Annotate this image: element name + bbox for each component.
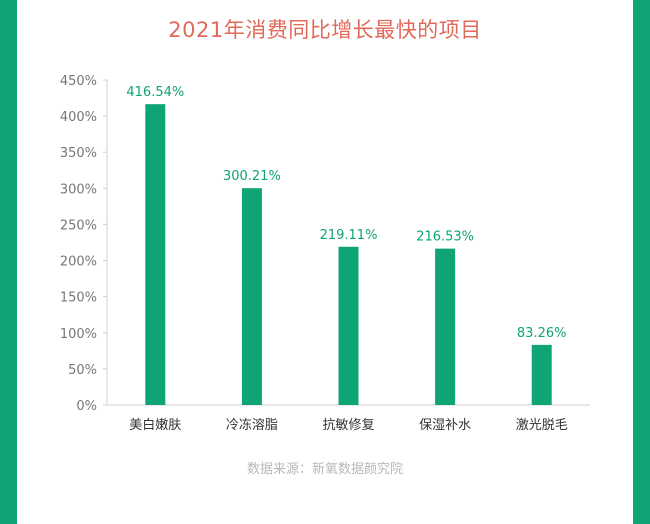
y-tick-label: 100%: [60, 327, 97, 342]
data-source-note: 数据来源：新氧数据颜究院: [246, 462, 403, 477]
bar-4: [435, 248, 456, 405]
x-category-label-1: 美白嫩肤: [129, 417, 181, 433]
bar-1: [145, 104, 166, 405]
bars-group: [145, 104, 552, 405]
data-label-1: 416.54%: [126, 85, 184, 100]
data-label-4: 216.53%: [416, 230, 474, 245]
y-tick-label: 200%: [60, 255, 97, 270]
y-tick-label: 300%: [60, 182, 97, 197]
y-tick-label: 0%: [76, 399, 97, 414]
bar-5: [531, 344, 552, 405]
x-axis-labels: 美白嫩肤 冷冻溶脂 抗敏修复 保湿补水 激光脱毛: [129, 417, 567, 433]
x-category-label-2: 冷冻溶脂: [226, 417, 278, 433]
y-tick-label: 150%: [60, 291, 97, 306]
chart-title: 2021年消费同比增长最快的项目: [168, 18, 482, 42]
y-tick-label: 400%: [60, 110, 97, 125]
y-tick-label: 350%: [60, 146, 97, 161]
data-label-3: 219.11%: [320, 228, 378, 243]
x-category-label-5: 激光脱毛: [516, 418, 568, 433]
bar-3: [338, 246, 359, 405]
y-tick-label: 250%: [60, 218, 97, 233]
x-category-label-4: 保湿补水: [419, 418, 471, 433]
y-axis-ticks: 0% 50% 100% 150% 200% 250% 300% 350% 400% 450%: [60, 74, 107, 414]
data-labels-group: 416.54% 300.21% 219.11% 216.53% 83.26%: [126, 85, 566, 341]
data-label-5: 83.26%: [517, 326, 567, 341]
x-category-label-3: 抗敏修复: [322, 418, 374, 433]
y-tick-label: 450%: [60, 74, 97, 89]
y-tick-label: 50%: [68, 363, 97, 378]
data-label-2: 300.21%: [223, 169, 281, 184]
right-border-bar: [633, 0, 650, 524]
bar-2: [241, 188, 262, 405]
left-border-bar: [0, 0, 17, 524]
